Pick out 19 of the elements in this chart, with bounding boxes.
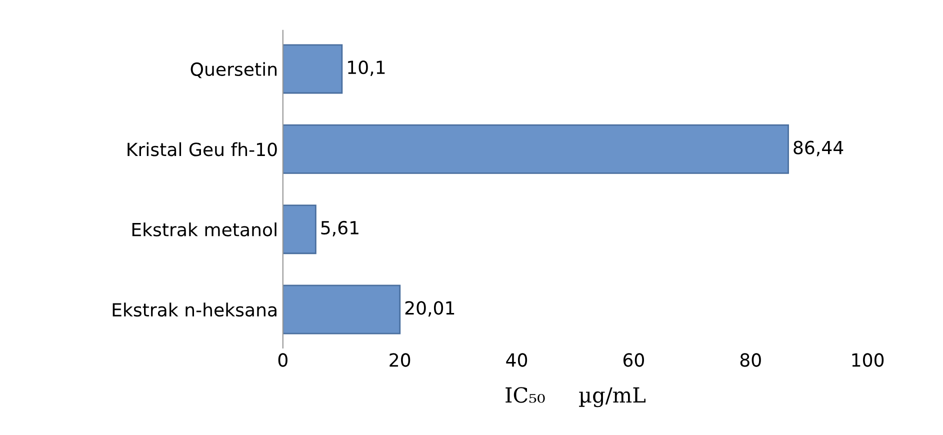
- bar: [282, 204, 316, 254]
- x-tick-label: 100: [852, 353, 884, 367]
- x-tick-label: 40: [506, 353, 528, 367]
- x-axis-title: IC₅₀ µg/mL: [506, 387, 646, 408]
- x-tick-label: 60: [623, 353, 644, 367]
- x-tick-label: 0: [278, 353, 288, 367]
- bar: [282, 124, 789, 174]
- bar: [282, 44, 343, 94]
- data-label: 10,1: [348, 60, 385, 76]
- x-tick-label: 20: [390, 353, 410, 367]
- bar: [282, 284, 401, 334]
- data-label: 20,01: [405, 301, 454, 317]
- y-tick-label: Ekstrak metanol: [132, 222, 276, 236]
- data-label: 5,61: [321, 220, 358, 236]
- y-tick-label: Quersetin: [190, 62, 277, 78]
- data-label: 86,44: [794, 140, 844, 156]
- y-tick-label: Ekstrak n-heksana: [112, 302, 276, 317]
- x-tick-label: 80: [740, 353, 761, 367]
- y-tick-label: Kristal Geu fh-10: [128, 142, 277, 156]
